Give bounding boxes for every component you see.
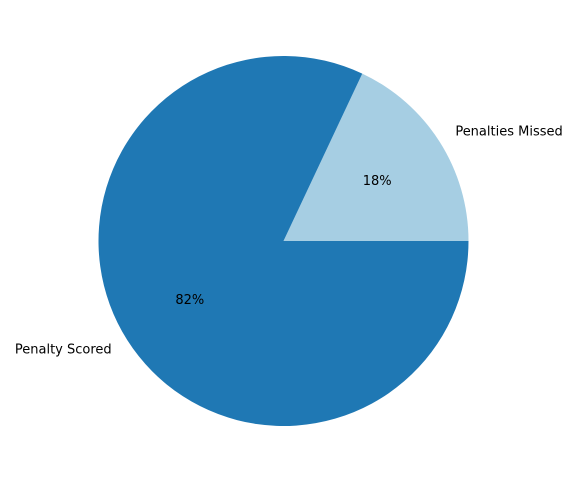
pie-slice-1 — [283, 73, 469, 241]
slice-category-label: Penalty Scored — [15, 343, 112, 358]
pie-labels: 18% Penalties Missed 82% Penalty Scored — [15, 124, 563, 357]
slice-category-label: Penalties Missed — [455, 124, 562, 139]
pie-slice-2 — [98, 56, 469, 427]
pie-slices — [98, 56, 469, 427]
slice-percent-label: 82% — [175, 293, 204, 308]
slice-percent-label: 18% — [363, 174, 392, 189]
